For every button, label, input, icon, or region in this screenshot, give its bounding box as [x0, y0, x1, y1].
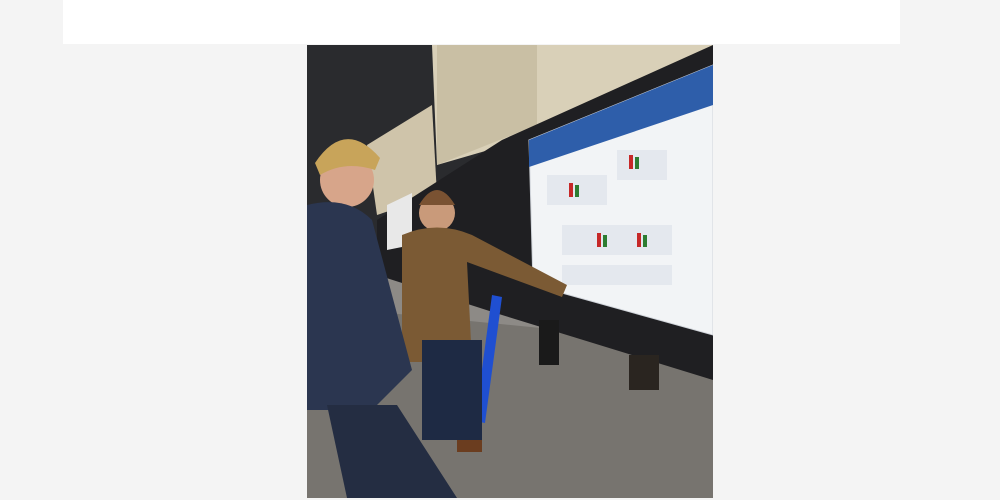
person-background [629, 355, 659, 390]
poster-figures [547, 150, 672, 285]
person-suit [307, 139, 457, 498]
poster-header [529, 65, 713, 167]
person-background [539, 320, 559, 365]
wall-shadow [437, 45, 537, 165]
photo [307, 45, 713, 498]
person-sweater [402, 190, 567, 452]
pillar [367, 105, 437, 215]
top-bar [63, 0, 900, 44]
